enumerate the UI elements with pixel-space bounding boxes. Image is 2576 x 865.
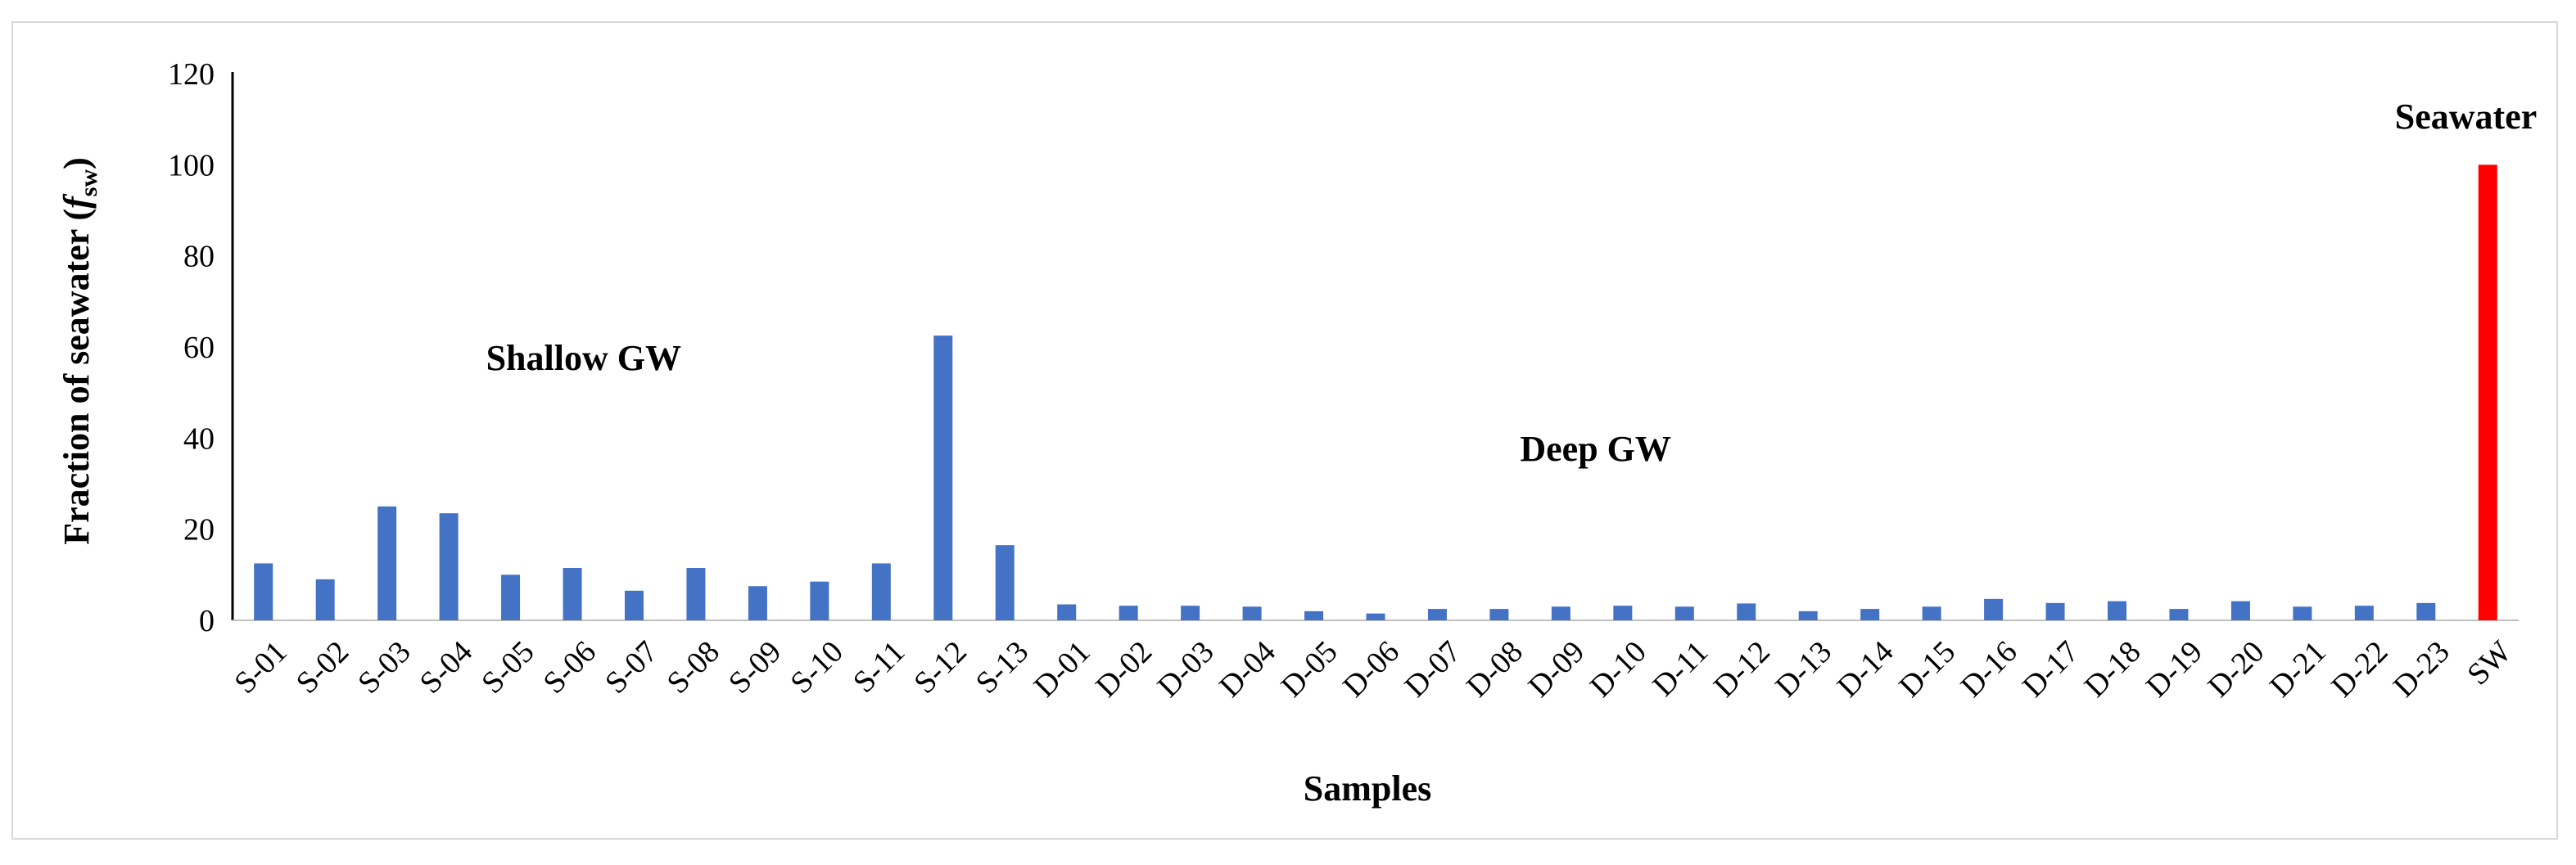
bar-s-09	[748, 586, 767, 620]
x-tick-label: D-11	[1646, 634, 1715, 703]
annotation-seawater: Seawater	[2395, 97, 2538, 137]
bar-sw	[2478, 164, 2497, 621]
bar-s-01	[254, 563, 273, 620]
x-tick-label: D-03	[1151, 634, 1221, 704]
bar-d-11	[1674, 606, 1694, 620]
x-tick-label: D-16	[1955, 634, 2024, 704]
bar-d-22	[2354, 606, 2374, 620]
bar-d-01	[1057, 604, 1077, 620]
x-tick-label: S-02	[290, 634, 355, 700]
y-axis-label-var: f	[56, 193, 97, 209]
bar-d-05	[1304, 610, 1324, 620]
x-tick-label: D-05	[1275, 634, 1344, 704]
bars	[254, 164, 2497, 621]
bar-s-05	[501, 574, 521, 620]
y-tick-label: 120	[168, 57, 215, 92]
bar-d-18	[2108, 601, 2127, 620]
y-tick-label: 100	[168, 148, 215, 182]
y-tick-labels: 0 20 40 60 80 100 120	[168, 57, 215, 638]
bar-d-23	[2416, 602, 2436, 620]
x-tick-label: S-01	[228, 634, 293, 700]
x-tick-label: S-11	[847, 634, 911, 699]
bar-d-20	[2230, 601, 2250, 620]
x-tick-label: S-08	[661, 634, 726, 700]
x-tick-label: S-10	[784, 634, 849, 700]
x-tick-label: D-08	[1460, 634, 1530, 704]
x-tick-label: D-13	[1769, 634, 1838, 704]
annotation-shallow-gw: Shallow GW	[486, 338, 681, 378]
bar-d-17	[2045, 602, 2065, 620]
x-tick-label: D-23	[2387, 634, 2456, 704]
x-tick-label: S-07	[599, 634, 664, 700]
bar-d-21	[2293, 606, 2312, 620]
bar-d-04	[1242, 606, 1262, 620]
x-tick-label: D-15	[1892, 634, 1962, 704]
x-tick-label: D-17	[2016, 634, 2086, 704]
bar-d-16	[1984, 598, 2004, 620]
x-tick-label: D-06	[1336, 634, 1406, 704]
bar-d-10	[1613, 606, 1633, 620]
y-axis-label-close: )	[56, 157, 97, 169]
x-tick-label: D-21	[2263, 634, 2333, 704]
y-axis-label-main: Fraction of seawater (	[56, 209, 97, 545]
bar-d-03	[1181, 606, 1200, 620]
bar-s-03	[377, 506, 397, 620]
x-tick-label: D-07	[1399, 634, 1468, 704]
x-tick-label: S-09	[722, 634, 788, 700]
bar-s-04	[439, 513, 459, 620]
x-tick-label: S-13	[969, 634, 1035, 700]
x-tick-label: S-05	[475, 634, 540, 700]
bar-d-19	[2169, 609, 2189, 620]
x-tick-label: S-06	[537, 634, 603, 700]
x-tick-label: D-02	[1089, 634, 1159, 704]
x-tick-label: D-12	[1707, 634, 1777, 704]
bar-s-10	[810, 581, 829, 620]
bar-d-14	[1860, 609, 1880, 620]
x-tick-label: D-14	[1831, 634, 1900, 704]
x-tick-label: D-22	[2325, 634, 2394, 704]
bar-d-13	[1798, 610, 1818, 620]
y-axis-label-sub: sw	[75, 169, 102, 197]
x-tick-label: D-01	[1028, 634, 1097, 704]
bar-d-12	[1737, 603, 1756, 620]
bar-d-02	[1119, 606, 1138, 620]
bar-s-06	[563, 567, 582, 620]
x-tick-label: S-03	[351, 634, 417, 700]
bar-d-15	[1922, 606, 1941, 620]
bar-s-02	[315, 579, 335, 620]
y-tick-label: 80	[183, 240, 215, 274]
x-tick-label: S-12	[907, 634, 973, 700]
chart-frame: 0 20 40 60 80 100 120 S-01 S-02 S-03 S-04 S-05 S-06…	[11, 21, 2558, 840]
bar-s-12	[933, 336, 953, 620]
x-axis-label: Samples	[1304, 768, 1431, 809]
y-tick-label: 60	[183, 331, 215, 365]
x-tick-label: D-18	[2078, 634, 2148, 704]
x-tick-label: D-04	[1213, 634, 1282, 704]
bar-d-09	[1551, 606, 1570, 620]
x-tick-label: D-20	[2202, 634, 2271, 704]
bar-s-11	[871, 563, 891, 620]
y-tick-label: 40	[183, 421, 215, 456]
y-tick-label: 0	[199, 604, 215, 638]
x-tick-label: D-10	[1584, 634, 1653, 704]
bar-s-07	[624, 590, 644, 620]
y-axis-label: Fraction of seawater (fsw)	[56, 157, 102, 545]
bar-d-08	[1489, 609, 1509, 620]
bar-s-13	[995, 545, 1015, 620]
x-tick-label: SW	[2461, 634, 2518, 692]
x-tick-label: S-04	[414, 634, 479, 700]
bar-s-08	[686, 567, 706, 620]
x-tick-label: D-09	[1521, 634, 1591, 704]
x-tick-labels: S-01S-02S-03S-04S-05S-06S-07S-08S-09S-10…	[228, 634, 2518, 704]
bar-d-06	[1366, 613, 1385, 620]
y-tick-label: 20	[183, 513, 215, 547]
annotation-deep-gw: Deep GW	[1520, 429, 1671, 469]
bar-d-07	[1427, 609, 1447, 620]
x-tick-label: D-19	[2140, 634, 2209, 704]
bar-chart: 0 20 40 60 80 100 120 S-01S-02S-03S-04S-05S-06…	[56, 57, 2538, 809]
